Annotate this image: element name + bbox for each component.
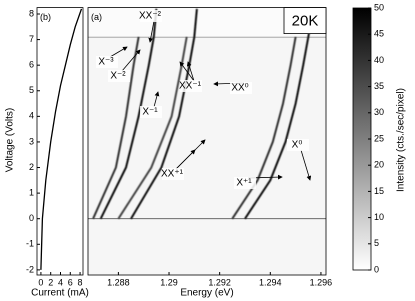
- annotation-bg: [108, 70, 130, 82]
- x-tick-label: 1.294: [259, 277, 282, 287]
- annotation-arrow: [153, 91, 160, 108]
- temperature-box: [283, 7, 327, 34]
- annotation-arrow: [300, 149, 312, 181]
- x-tick-label: 2: [48, 277, 53, 287]
- panel-label: (b): [40, 12, 51, 22]
- annotation: XX⁺¹: [161, 169, 184, 180]
- annotation-bg: [96, 56, 118, 68]
- colorbar-tick-label: 5: [374, 238, 379, 248]
- annotation: X⁻²: [110, 71, 126, 82]
- x-tick-label: 0: [38, 277, 43, 287]
- spectral-line: [99, 8, 158, 220]
- annotation-bg: [140, 106, 162, 118]
- x-axis-label: Energy (eV): [180, 288, 233, 299]
- colorbar-tick-label: 50: [374, 2, 384, 12]
- x-tick-label: 1.292: [208, 277, 231, 287]
- panel-label: (a): [91, 12, 102, 22]
- plot-frame: [87, 7, 327, 276]
- x-axis-label: Current (mA): [31, 288, 89, 299]
- y-tick-label: 4: [29, 111, 34, 121]
- colorbar-tick-label: 20: [374, 160, 384, 170]
- x-tick-label: 1.288: [107, 277, 130, 287]
- annotation-arrow: [109, 46, 128, 58]
- annotation: X⁺¹: [236, 178, 252, 189]
- annotation-arrow: [175, 139, 206, 170]
- colorbar-tick-label: 35: [374, 81, 384, 91]
- y-tick-label: 6: [29, 60, 34, 70]
- annotation-arrow: [186, 61, 195, 82]
- x-tick-label: 4: [58, 277, 63, 287]
- colorbar-tick-label: 25: [374, 133, 384, 143]
- y-tick-label: 1: [29, 187, 34, 197]
- annotation-bg: [230, 82, 252, 94]
- annotation-bg: [287, 139, 309, 151]
- colorbar-tick-label: 15: [374, 186, 384, 196]
- y-tick-label: 2: [29, 162, 34, 172]
- x-tick-label: 6: [68, 277, 73, 287]
- colorbar-tick-label: 30: [374, 107, 384, 117]
- x-tick-label: 1.29: [160, 277, 178, 287]
- annotation-arrow: [179, 61, 195, 82]
- y-tick-label: 3: [29, 136, 34, 146]
- annotation: X⁻¹: [142, 107, 158, 118]
- colorbar-tick-label: 40: [374, 55, 384, 65]
- colorbar-label: Intensity (cts./sec/pixel): [396, 88, 407, 192]
- x-tick-label: 1.296: [310, 277, 333, 287]
- annotation: XX⁰: [231, 83, 248, 94]
- y-tick-label: -2: [26, 264, 34, 274]
- spectral-line: [117, 36, 188, 220]
- colorbar-tick-label: 0: [374, 264, 379, 274]
- iv-curve: [40, 8, 83, 270]
- y-tick-label: 8: [29, 8, 34, 18]
- annotation-arrow: [121, 49, 141, 72]
- x-tick-label: 8: [78, 277, 83, 287]
- y-tick-label: -1: [26, 239, 34, 249]
- annotation-bg: [140, 10, 162, 22]
- annotation: X⁻³: [98, 57, 114, 68]
- annotation-arrow: [148, 20, 155, 43]
- spectral-line: [244, 8, 315, 220]
- plot-frame: [36, 7, 84, 276]
- annotation: XX⁻¹: [179, 81, 202, 92]
- annotation: XX⁻²: [139, 11, 162, 22]
- y-tick-label: 5: [29, 85, 34, 95]
- colorbar-tick-label: 45: [374, 29, 384, 39]
- y-tick-label: 7: [29, 34, 34, 44]
- y-tick-label: 0: [29, 213, 34, 223]
- annotation-bg: [180, 80, 202, 92]
- y-axis-label: Voltage (Volts): [5, 108, 16, 172]
- annotation-bg: [234, 177, 256, 189]
- colorbar-tick-label: 10: [374, 212, 384, 222]
- temperature-label: 20K: [292, 13, 319, 30]
- annotation-bg: [162, 168, 184, 180]
- annotation: X⁰: [292, 140, 303, 151]
